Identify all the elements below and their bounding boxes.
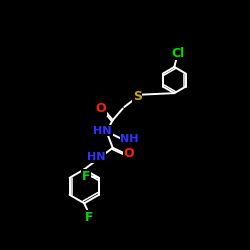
Text: O: O [124,147,134,160]
Text: Cl: Cl [172,46,185,60]
Text: NH: NH [120,134,139,143]
Text: S: S [133,90,142,104]
Text: F: F [84,210,93,224]
Text: HN: HN [94,126,112,136]
Text: O: O [96,102,106,115]
Text: F: F [82,170,90,183]
Text: HN: HN [86,152,105,162]
